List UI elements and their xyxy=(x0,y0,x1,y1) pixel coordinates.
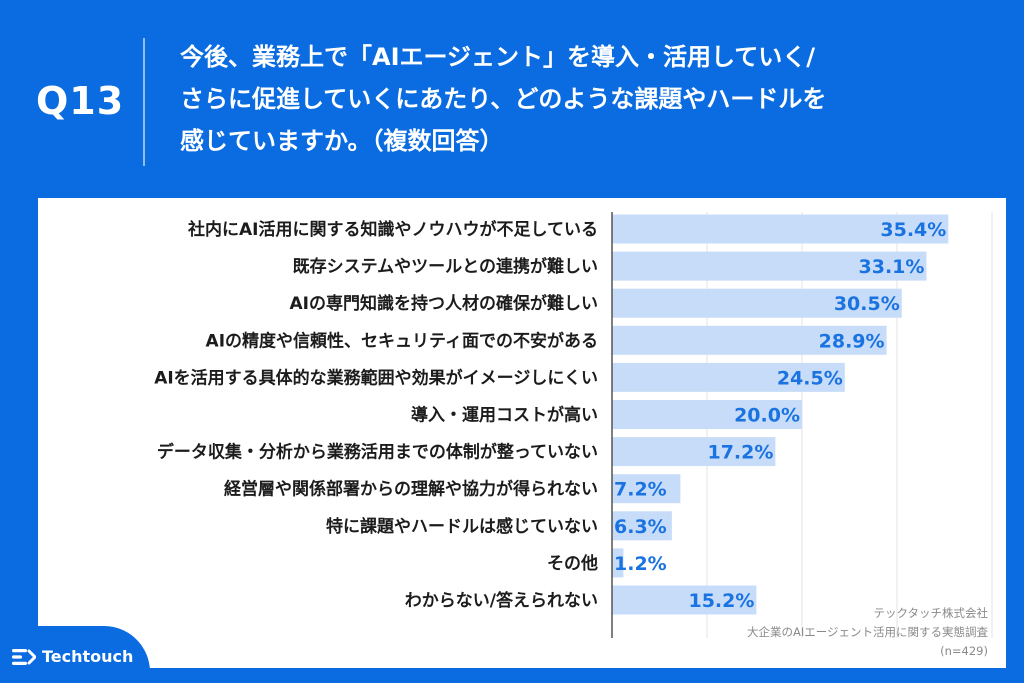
category-label-9: 特に課題やハードルは感じていない xyxy=(326,516,598,537)
category-label-1: 社内にAI活用に関する知識やノウハウが不足している xyxy=(187,219,598,240)
value-label-11: 15.2% xyxy=(688,590,754,612)
category-label-10: その他 xyxy=(547,553,598,574)
bar-4 xyxy=(612,325,887,355)
bar-10 xyxy=(612,548,624,578)
bar-9 xyxy=(612,511,672,541)
value-label-7: 17.2% xyxy=(707,442,773,464)
value-label-2: 33.1% xyxy=(859,256,925,278)
value-label-3: 30.5% xyxy=(834,293,900,315)
source-note: テックタッチ株式会社 大企業のAIエージェント活用に関する実態調査 (n=429… xyxy=(747,604,988,661)
value-label-4: 28.9% xyxy=(819,330,885,352)
question-number: Q13 xyxy=(36,79,125,123)
logo-text: Techtouch xyxy=(42,647,134,666)
category-label-2: 既存システムやツールとの連携が難しい xyxy=(293,256,598,277)
value-label-10: 1.2% xyxy=(614,553,667,575)
bar-chart: 社内にAI活用に関する知識やノウハウが不足している 35.4% 既存システムやツール… xyxy=(154,212,993,638)
category-label-8: 経営層や関係部署からの理解や協力が得られない xyxy=(224,479,598,500)
bar-8 xyxy=(612,474,681,504)
header-divider xyxy=(143,38,145,166)
value-label-6: 20.0% xyxy=(734,405,800,427)
techtouch-logo: Techtouch xyxy=(12,647,133,666)
bar-1 xyxy=(612,214,949,244)
category-label-3: AIの専門知識を持つ人材の確保が難しい xyxy=(290,293,598,314)
category-label-7: データ収集・分析から業務活用までの体制が整っていない xyxy=(157,442,598,463)
category-label-4: AIの精度や信頼性、セキュリティ面での不安がある xyxy=(206,330,598,351)
bar-2 xyxy=(612,251,927,281)
category-label-5: AIを活用する具体的な業務範囲や効果がイメージしにくい xyxy=(154,367,598,388)
source-company: テックタッチ株式会社 xyxy=(873,606,988,620)
bar-3 xyxy=(612,288,902,318)
source-sample-size: (n=429) xyxy=(940,644,988,658)
bar-5 xyxy=(612,362,845,392)
bar-11 xyxy=(612,585,757,615)
category-label-6: 導入・運用コストが高い xyxy=(411,405,598,426)
value-label-9: 6.3% xyxy=(614,516,667,538)
techtouch-logo-icon xyxy=(12,648,36,665)
value-label-1: 35.4% xyxy=(880,219,946,241)
question-text: 今後、業務上で「AIエージェント」を導入・活用していく/ さらに促進していくにあ… xyxy=(180,43,827,155)
source-survey: 大企業のAIエージェント活用に関する実態調査 xyxy=(746,625,988,639)
category-label-11: わからない/答えられない xyxy=(405,590,598,611)
chart-panel: 社内にAI活用に関する知識やノウハウが不足している 35.4% 既存システムやツール… xyxy=(38,198,1006,668)
header: Q13 今後、業務上で「AIエージェント」を導入・活用していく/ さらに促進して… xyxy=(0,0,1024,198)
bar-6 xyxy=(612,400,802,429)
logo-tab xyxy=(0,626,150,683)
value-label-8: 7.2% xyxy=(614,479,667,501)
value-label-5: 24.5% xyxy=(777,367,843,389)
bar-7 xyxy=(612,437,776,467)
